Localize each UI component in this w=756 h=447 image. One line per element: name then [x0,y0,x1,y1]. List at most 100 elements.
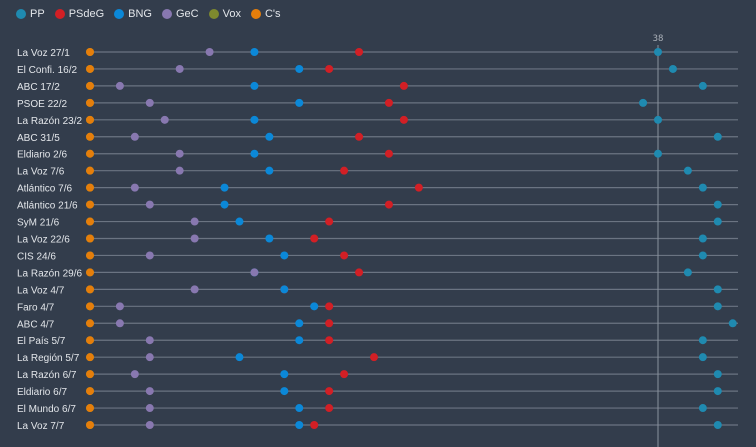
dot-cs [86,251,94,260]
dot-bng [280,370,289,379]
legend-label: BNG [128,8,152,20]
dot-bng [265,234,274,243]
dot-bng [280,251,289,260]
dot-bng [265,132,274,141]
dot-cs [86,183,94,192]
row-label: CIS 24/6 [17,251,56,262]
legend-label: PSdeG [68,8,105,20]
dot-psdeg [325,319,334,328]
legend-item-bng[interactable]: BNG [114,8,152,20]
dot-bng [295,98,304,107]
row-label: La Región 5/7 [17,353,80,364]
legend-label: PP [30,8,45,20]
dot-pp [639,98,648,107]
reference-label: 38 [653,34,664,44]
dot-psdeg [325,302,334,311]
dot-cs [86,64,94,73]
dot-pp [698,183,707,192]
dot-cs [86,166,94,175]
legend: PP PSdeG BNG GeC Vox C's [16,8,281,20]
dot-gec [145,404,154,413]
dot-pp [668,64,677,73]
dot-gec [250,268,259,277]
dot-pp [713,387,722,396]
row-label: La Voz 7/6 [17,167,65,178]
dot-cs [86,149,94,158]
dot-bng [295,404,304,413]
dot-gec [190,285,199,294]
row-label: La Voz 4/7 [17,285,65,296]
dot-gec [145,353,154,362]
dot-gec [175,166,184,175]
dot-psdeg [399,115,408,124]
dot-bng [280,387,289,396]
dot-psdeg [325,64,334,73]
legend-item-gec[interactable]: GeC [162,8,199,20]
legend-item-vox[interactable]: Vox [208,8,241,20]
dot-pp [713,370,722,379]
dot-pp [654,115,662,124]
dot-cs [86,421,94,429]
row-label: Eldiario 2/6 [17,150,67,161]
dot-gec [175,149,184,158]
dot-psdeg [355,132,364,141]
dot-pp [713,217,722,226]
dot-gec [160,115,169,124]
row-label: La Voz 7/7 [17,421,65,432]
dot-cs [86,370,94,379]
dot-bng [295,336,304,345]
dot-pp [698,336,707,345]
legend-label: Vox [222,8,241,20]
dot-pp [698,234,707,243]
dot-bng [220,183,229,192]
dot-pp [683,166,692,175]
dot-cs [86,217,94,226]
dot-cs [86,268,94,277]
dot-gec [130,132,139,141]
dot-bng [235,353,244,362]
dot-psdeg [340,166,349,175]
legend-label: C's [264,8,281,20]
dot-pp [728,319,737,328]
legend-swatch [54,9,65,19]
dot-gec [115,319,124,328]
dot-cs [86,387,94,396]
row-label: El Confi. 16/2 [17,65,77,76]
dot-pp [713,132,722,141]
dot-gec [190,234,199,243]
row-label: ABC 4/7 [17,319,55,330]
dot-psdeg [325,404,334,413]
dot-gec [115,81,124,90]
dot-gec [130,370,139,379]
dot-cs [86,285,94,294]
dot-psdeg [325,336,334,345]
row-label: Eldiario 6/7 [17,387,67,398]
row-label: La Razón 6/7 [17,370,77,381]
legend-label: GeC [176,8,199,20]
dot-pp [713,200,722,209]
row-label: La Razón 23/2 [17,116,82,127]
row-label: ABC 31/5 [17,133,60,144]
legend-item-cs[interactable]: C's [250,8,281,20]
dot-psdeg [340,370,349,379]
dot-cs [86,404,94,413]
dot-gec [115,302,124,311]
dot-psdeg [414,183,423,192]
legend-item-psdeg[interactable]: PSdeG [54,8,105,20]
dot-cs [86,353,94,362]
dot-psdeg [340,251,349,260]
dot-gec [145,336,154,345]
row-label: La Voz 22/6 [17,235,70,246]
dot-psdeg [310,421,319,429]
dot-cs [86,200,94,209]
row-label: El Mundo 6/7 [17,404,76,415]
dot-cs [86,302,94,311]
dot-psdeg [384,149,393,158]
dot-bng [250,149,259,158]
dot-gec [145,387,154,396]
legend-item-pp[interactable]: PP [16,8,45,20]
dot-bng [235,217,244,226]
row-label: Atlántico 21/6 [17,201,78,212]
row-label: La Voz 27/1 [17,48,70,59]
